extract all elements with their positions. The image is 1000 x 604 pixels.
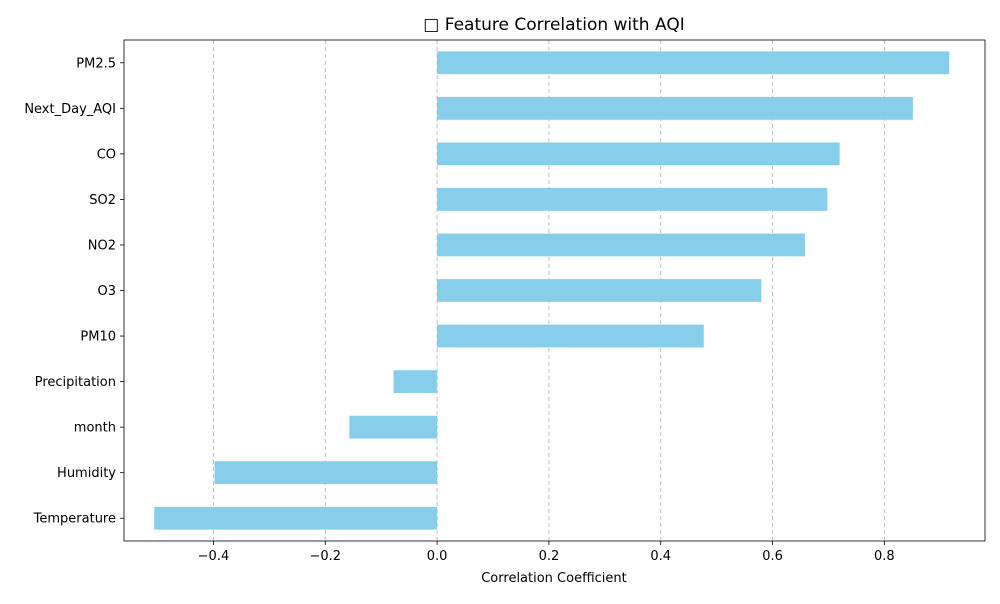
- bar: [437, 96, 913, 120]
- x-tick-label: −0.4: [198, 549, 230, 564]
- x-tick-label: 0.0: [427, 549, 448, 564]
- x-tick-label: 0.8: [874, 549, 895, 564]
- bar: [437, 279, 762, 302]
- x-tick-label: 0.2: [539, 549, 560, 564]
- y-tick-labels: PM2.5 Next_Day_AQI CO SO2 NO2 O3 PM10 Precipita…: [24, 56, 116, 526]
- x-axis-label: Correlation Coefficient: [481, 571, 627, 586]
- y-tick-label: Temperature: [33, 512, 116, 527]
- plot-frame: [123, 39, 986, 542]
- bar: [349, 415, 438, 439]
- y-tick-label: Humidity: [57, 466, 116, 481]
- y-tick-label: Next_Day_AQI: [24, 102, 116, 117]
- x-tick-label: 0.4: [650, 549, 671, 564]
- y-tick-label: SO2: [89, 193, 116, 208]
- y-tick-label: PM2.5: [76, 56, 116, 71]
- x-tick-label: 0.6: [762, 549, 783, 564]
- bar: [214, 461, 438, 485]
- y-tick-label: NO2: [88, 238, 116, 253]
- bar: [437, 51, 950, 75]
- bar: [393, 370, 438, 393]
- x-tick-label: −0.2: [309, 549, 341, 564]
- y-tick-label: O3: [97, 284, 116, 299]
- bars: [154, 51, 950, 530]
- chart-title: □ Feature Correlation with AQI: [423, 15, 684, 35]
- bar: [437, 188, 828, 211]
- y-tick-label: PM10: [80, 330, 116, 345]
- bar: [154, 506, 438, 530]
- y-tick-label: month: [74, 421, 116, 436]
- y-tick-label: CO: [97, 147, 116, 162]
- x-tick-labels: −0.4 −0.2 0.0 0.2 0.4 0.6 0.8: [198, 549, 895, 564]
- bar: [437, 233, 805, 257]
- bar: [437, 324, 704, 348]
- axes: [120, 39, 986, 545]
- bar: [437, 142, 840, 166]
- y-tick-label: Precipitation: [35, 375, 116, 390]
